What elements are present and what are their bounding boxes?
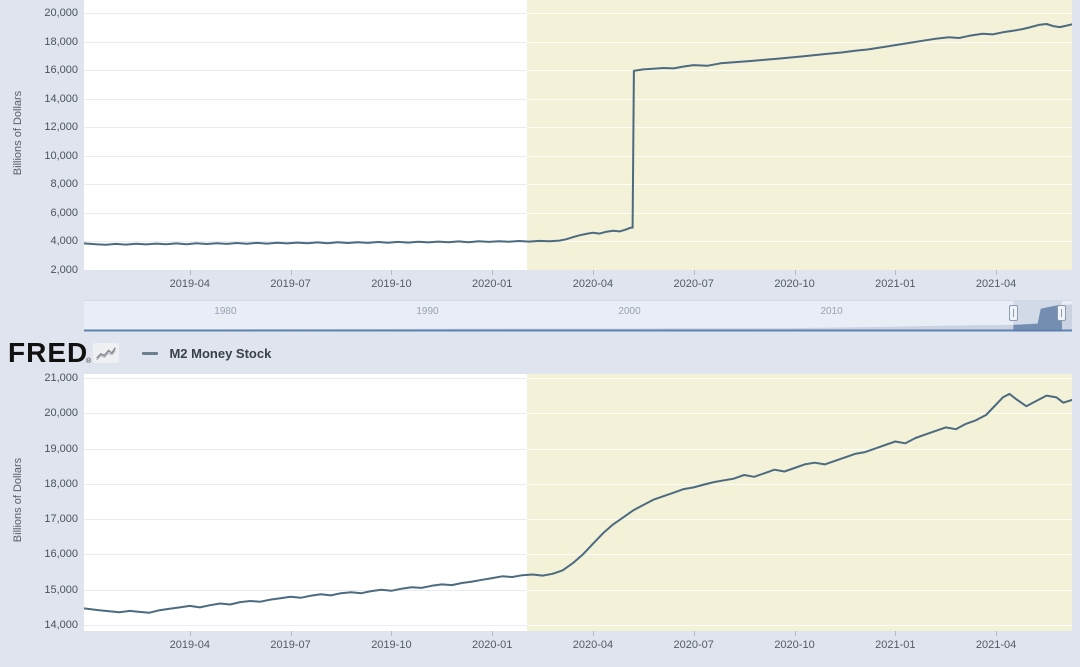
y-axis-label: 17,000 <box>44 513 78 526</box>
x-axis-label: 2021-01 <box>875 639 916 651</box>
x-axis-label: 2020-01 <box>471 278 513 290</box>
x-axis-tick <box>492 631 494 636</box>
m2-series-svg <box>84 378 1072 626</box>
m1-chart-plot <box>84 0 1072 270</box>
y-axis-label: 21,000 <box>44 371 78 384</box>
navigator-year-label: 1980 <box>214 306 237 317</box>
navigator-left-handle[interactable] <box>1008 305 1018 321</box>
navigator-selected-range[interactable] <box>1013 301 1062 332</box>
x-axis-tick <box>391 270 393 275</box>
x-axis-label: 2020-01 <box>471 639 513 651</box>
y-axis-label: 16,000 <box>44 64 78 77</box>
navigator-series-area-selected <box>1013 304 1062 330</box>
x-axis-label: 2020-10 <box>774 639 815 651</box>
navigator-year-label: 2010 <box>820 306 843 317</box>
x-axis-tick <box>794 631 796 636</box>
x-axis-tick <box>492 270 494 275</box>
m2-series-line <box>84 392 1072 614</box>
x-axis-tick <box>895 270 897 275</box>
x-axis-tick <box>592 631 594 636</box>
y-axis-label: 10,000 <box>44 149 78 162</box>
x-axis-tick <box>189 631 191 636</box>
navigator-right-handle[interactable] <box>1057 305 1067 321</box>
y-axis-label: 19,000 <box>44 442 78 455</box>
m2-chart-plot <box>84 374 1072 631</box>
fred-logo[interactable]: FRED <box>8 337 89 368</box>
x-axis-tick <box>895 631 897 636</box>
fred-chart-icon <box>93 343 119 363</box>
y-axis-label: 20,000 <box>44 6 78 19</box>
x-axis-tick <box>996 631 998 636</box>
y-axis-label: 18,000 <box>44 35 78 48</box>
date-range-navigator[interactable] <box>84 300 1072 332</box>
x-axis-tick <box>290 270 292 275</box>
y-axis-label: 14,000 <box>44 619 78 631</box>
navigator-year-label: 2000 <box>618 306 641 317</box>
x-axis-tick <box>693 270 695 275</box>
x-axis-label: 2019-04 <box>169 639 210 651</box>
highlight-band <box>526 0 1072 270</box>
y-axis-label: 16,000 <box>44 548 78 561</box>
y-axis-label: 8,000 <box>50 178 78 191</box>
m1-series-line <box>84 23 1072 246</box>
y-axis-label: 6,000 <box>50 206 78 219</box>
x-axis-label: 2019-10 <box>371 278 412 290</box>
y-axis-label: 4,000 <box>50 235 78 248</box>
x-axis-bottom: 2019-04 2019-07 2019-10 2020-01 2020-04 2020-… <box>0 631 1080 667</box>
x-axis-label: 2021-04 <box>975 639 1017 651</box>
brand-strip: FRED ® M2 Money Stock <box>0 332 1080 374</box>
x-axis-label: 2020-07 <box>673 639 714 651</box>
x-axis-top: 2019-04 2019-07 2019-10 2020-01 2020-04 2020-… <box>0 270 1080 300</box>
y-axis-label: 12,000 <box>44 121 78 134</box>
navigator-svg <box>84 301 1072 332</box>
legend-line-icon <box>142 352 158 356</box>
x-axis-label: 2019-07 <box>270 639 311 651</box>
x-axis-label: 2019-10 <box>371 639 412 651</box>
x-axis-tick <box>693 631 695 636</box>
y-axis-label: 15,000 <box>44 583 78 596</box>
x-axis-tick <box>189 270 191 275</box>
navigator-year-label: 1990 <box>416 306 439 317</box>
y-axis-label: 2,000 <box>50 264 78 276</box>
x-axis-tick <box>996 270 998 275</box>
x-axis-label: 2020-10 <box>774 278 815 290</box>
x-axis-tick <box>290 631 292 636</box>
m1-series-svg <box>84 13 1072 246</box>
fred-registered-mark: ® <box>86 358 92 365</box>
x-axis-label: 2020-04 <box>572 278 614 290</box>
x-axis-label: 2019-07 <box>270 278 311 290</box>
legend-label: M2 Money Stock <box>169 346 272 362</box>
x-axis-tick <box>592 270 594 275</box>
x-axis-label: 2021-01 <box>875 278 916 290</box>
x-axis-label: 2020-07 <box>673 278 714 290</box>
y-axis-label: 14,000 <box>44 92 78 105</box>
x-axis-label: 2020-04 <box>572 639 614 651</box>
x-axis-tick <box>794 270 796 275</box>
y-axis-label: 20,000 <box>44 407 78 420</box>
y-axis-label: 18,000 <box>44 477 78 490</box>
legend-item-m2[interactable]: M2 Money Stock <box>142 345 271 363</box>
x-axis-tick <box>391 631 393 636</box>
navigator-series-area-masked <box>84 304 1072 330</box>
x-axis-label: 2021-04 <box>975 278 1017 290</box>
x-axis-label: 2019-04 <box>169 278 210 290</box>
